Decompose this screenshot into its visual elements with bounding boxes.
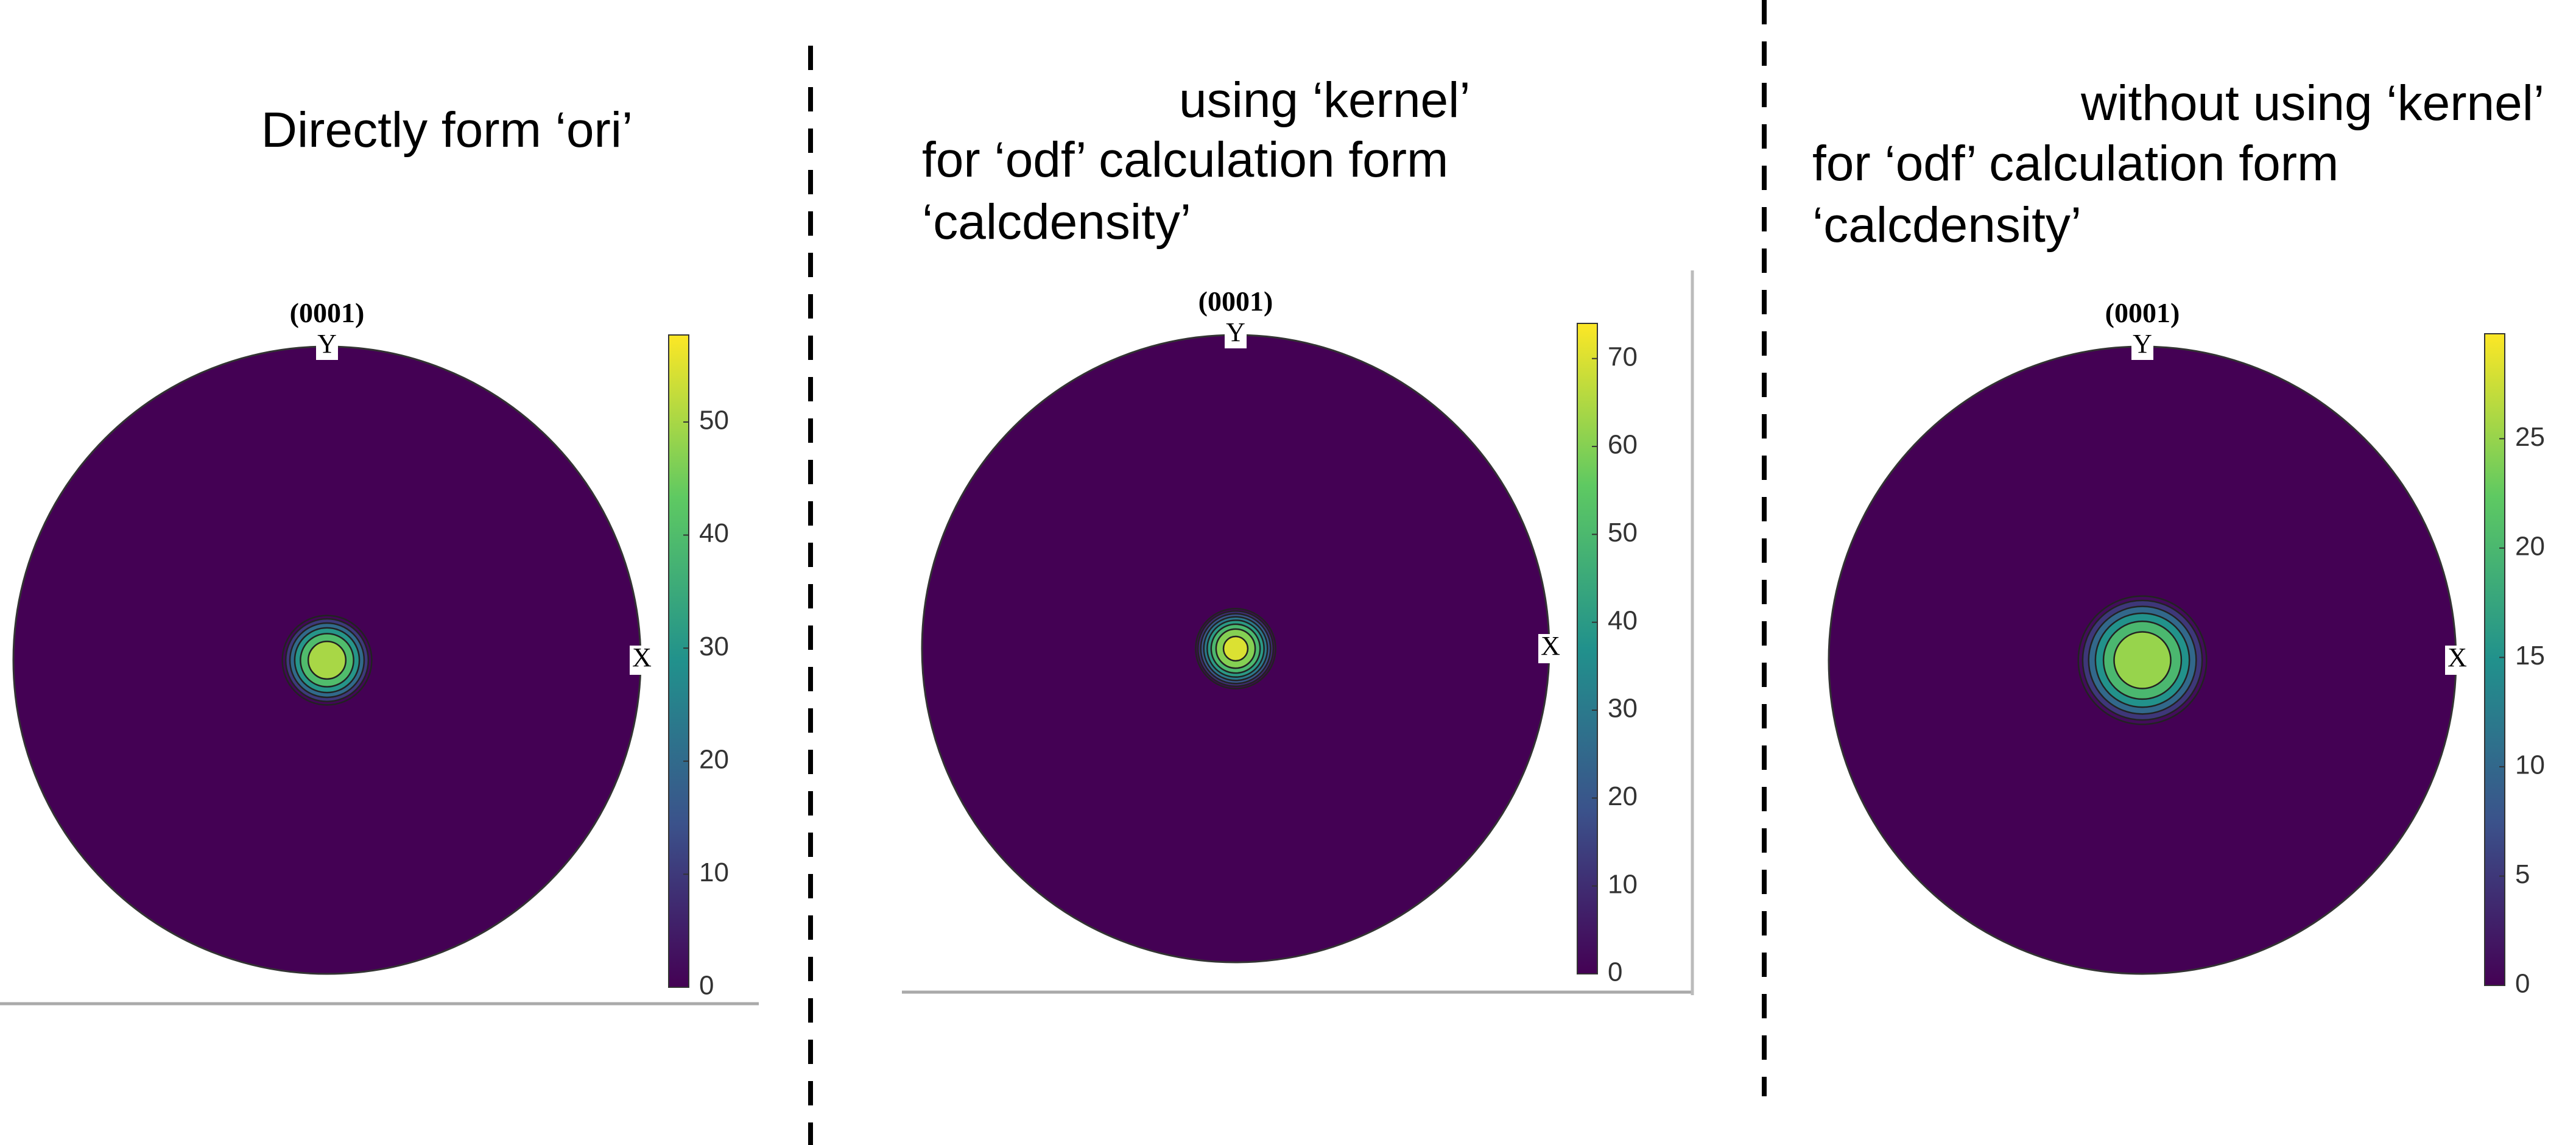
chart-title: for ‘odf’ calculation form <box>922 132 1448 188</box>
colorbar-tick-label: 15 <box>2515 641 2545 671</box>
x-axis-label: X <box>1541 631 1560 661</box>
colorbar <box>2484 333 2505 986</box>
x-axis-label: X <box>2448 643 2467 672</box>
colorbar-tick-label: 40 <box>1608 605 1638 635</box>
pole-label: (0001) <box>1198 286 1273 317</box>
axis-label-bg <box>1225 322 1247 348</box>
axis-label-bg <box>2131 333 2153 360</box>
colorbar-tick-label: 60 <box>1608 430 1638 460</box>
colorbar-tick-label: 20 <box>2515 532 2545 562</box>
colorbar-tick-label: 10 <box>2515 750 2545 780</box>
chart-title: for ‘odf’ calculation form <box>1812 136 2338 191</box>
colorbar <box>668 334 689 988</box>
colorbar-tick-label: 20 <box>699 744 729 774</box>
chart-title: ‘calcdensity’ <box>922 194 1191 250</box>
colorbar-tick-label: 20 <box>1608 781 1638 811</box>
colorbar-tick-label: 50 <box>699 406 729 435</box>
axis-label-bg <box>316 333 338 360</box>
y-axis-label: Y <box>317 329 337 359</box>
axis-label-bg <box>2445 646 2469 675</box>
contour <box>1222 635 1249 662</box>
chart-title: without using ‘kernel’ <box>2080 76 2544 131</box>
axis-label-bg <box>630 646 654 675</box>
colorbar-tick-label: 10 <box>699 858 729 887</box>
colorbar-tick-label: 50 <box>1608 518 1638 548</box>
colorbar-tick-label: 70 <box>1608 342 1638 372</box>
y-axis-label: Y <box>2133 329 2152 359</box>
pole-label: (0001) <box>290 297 365 328</box>
colorbar-tick-label: 0 <box>699 971 714 1001</box>
colorbar-tick-label: 5 <box>2515 859 2530 889</box>
colorbar-tick-label: 0 <box>2515 969 2530 999</box>
pole-label: (0001) <box>2105 297 2180 328</box>
colorbar-tick-label: 10 <box>1608 869 1638 899</box>
colorbar-tick-label: 0 <box>1608 957 1622 987</box>
axis-label-bg <box>1538 634 1563 663</box>
colorbar-tick-label: 30 <box>1608 694 1638 724</box>
chart-title: Directly form ‘ori’ <box>261 102 633 158</box>
contour <box>2113 631 2172 689</box>
y-axis-label: Y <box>1226 317 1245 347</box>
x-axis-label: X <box>632 643 652 672</box>
colorbar <box>1577 323 1598 974</box>
chart-title: using ‘kernel’ <box>1179 72 1471 128</box>
contour <box>307 640 347 680</box>
colorbar-tick-label: 30 <box>699 632 729 661</box>
colorbar-tick-label: 25 <box>2515 422 2545 452</box>
chart-title: ‘calcdensity’ <box>1812 197 2082 253</box>
colorbar-tick-label: 40 <box>699 518 729 548</box>
